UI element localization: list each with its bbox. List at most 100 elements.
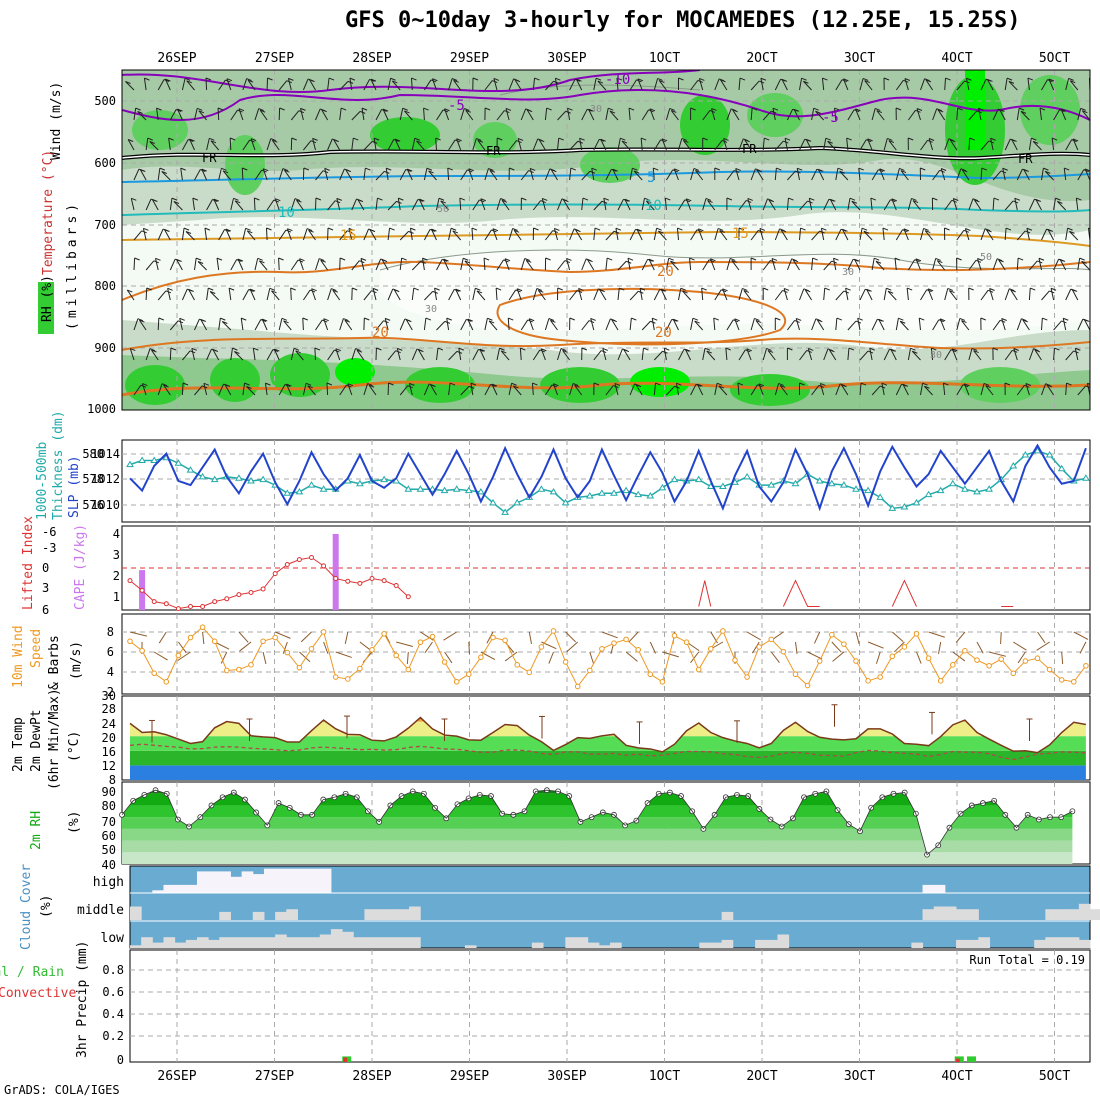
wind-barb-flag: [472, 77, 479, 81]
wind-barb-flag: [125, 81, 131, 84]
wind-barb-flag: [706, 350, 712, 354]
wind-barb-flag: [493, 77, 500, 81]
wind-barb: [968, 259, 977, 271]
wind-barb: [920, 139, 928, 151]
wind-barb-flag: [290, 287, 296, 291]
thickness-point: [489, 498, 497, 506]
ua-label-rh: RH (%): [40, 275, 55, 322]
rh-blob: [370, 117, 440, 153]
wind-barb: [163, 384, 171, 396]
wind-barb-flag: [247, 230, 253, 234]
wind-barb-10m: [625, 651, 638, 662]
wind-barb: [854, 259, 861, 271]
wind-barb-flag: [463, 257, 469, 261]
wind-barb-10m: [238, 631, 249, 643]
wind-barb-flag: [784, 137, 791, 141]
wind-barb-flag: [652, 317, 658, 321]
wind-barb-flag: [336, 197, 342, 201]
slp-lefttick: 578: [82, 472, 104, 486]
wind-barb: [460, 319, 467, 331]
wind-barb-flag: [891, 198, 897, 202]
wind-barb-flag: [456, 138, 462, 142]
wind-barb-flag: [767, 349, 774, 353]
wind-barb: [581, 198, 584, 211]
wind-barb: [940, 168, 946, 181]
lifted-index-line: [782, 579, 820, 607]
cape-bar: [332, 534, 339, 610]
wind-barb: [726, 258, 731, 271]
wind-barb: [264, 383, 268, 396]
wind-barb-flag: [388, 382, 394, 386]
wind-barb: [629, 290, 639, 301]
lifted-index-point: [200, 604, 206, 609]
wind-barb: [932, 319, 940, 331]
wind-barb-flag: [1096, 200, 1100, 202]
cloud-cell: [531, 942, 544, 948]
wind-barb: [823, 198, 830, 211]
wind-barb-10m: [952, 651, 966, 662]
wind-barb: [682, 140, 691, 151]
cloud-cell: [308, 937, 321, 948]
wind-barb: [1071, 289, 1079, 301]
wind-barb-flag: [711, 108, 717, 111]
wind-barb: [665, 319, 673, 331]
wind-barb-10m: [202, 631, 205, 645]
wind-barb: [133, 168, 140, 181]
wind-barb-flag: [581, 347, 588, 351]
wind-barb-10m: [1013, 641, 1027, 651]
wind-barb-flag: [984, 228, 991, 232]
cloud-cell: [163, 937, 176, 948]
wind-barb-10m: [589, 651, 595, 664]
wind-barb: [1016, 230, 1026, 241]
wind-barb-flag: [455, 288, 461, 292]
wind-barb-flag: [883, 77, 890, 81]
wind-barb-flag: [430, 384, 436, 388]
thickness-point: [501, 508, 509, 515]
wind-barb: [750, 108, 753, 121]
wind-barb-10m: [158, 631, 167, 644]
wind-barb: [597, 80, 607, 91]
cloud-panel: [129, 865, 1100, 949]
cloud-cell: [185, 939, 198, 948]
wind-barb-flag: [348, 227, 355, 231]
wind-barb-flag: [171, 197, 178, 201]
wind-barb-flag: [615, 227, 622, 231]
wind-barb: [240, 318, 244, 331]
wind-speed-point: [332, 674, 339, 680]
wind-barb: [652, 168, 655, 181]
cloud-cell: [409, 906, 421, 920]
wind-speed-point: [635, 646, 642, 653]
cloud-label-unit: (%): [39, 895, 54, 918]
wind-barb-flag: [340, 107, 347, 111]
wind-barb-10m: [976, 641, 984, 654]
cloud-cell: [364, 937, 377, 948]
cloud-cell: [755, 939, 767, 948]
wind-barb: [774, 140, 784, 151]
temp-contour-minus10: [122, 70, 701, 94]
wind-barb: [1074, 348, 1079, 361]
wind-barb-flag: [164, 229, 170, 232]
wind-barb: [871, 258, 875, 271]
cloud-cell: [174, 884, 187, 893]
wind-barb: [562, 349, 571, 361]
wind-barb: [218, 318, 221, 331]
rh-ytick: 50: [102, 843, 116, 857]
wind-barb: [1041, 317, 1043, 331]
wind-barb: [1029, 260, 1038, 271]
wind-barb: [581, 258, 587, 271]
wind-barb: [732, 109, 740, 121]
wind-barb: [581, 170, 591, 181]
thickness-point: [646, 492, 655, 499]
wind-barb: [311, 288, 316, 301]
date-label-top: 1OCT: [649, 51, 680, 66]
wind-barb-flag: [836, 317, 843, 321]
wind-barb-flag: [809, 197, 815, 201]
wind-barb-flag: [669, 108, 675, 111]
wind-barb: [176, 259, 183, 271]
wind-barb-flag: [209, 137, 215, 141]
wind-barb-flag: [916, 108, 923, 111]
wind-barb-flag: [558, 137, 564, 141]
cloud-cell: [319, 934, 332, 948]
wind-barb-flag: [509, 167, 515, 171]
wind-barb: [569, 228, 575, 241]
